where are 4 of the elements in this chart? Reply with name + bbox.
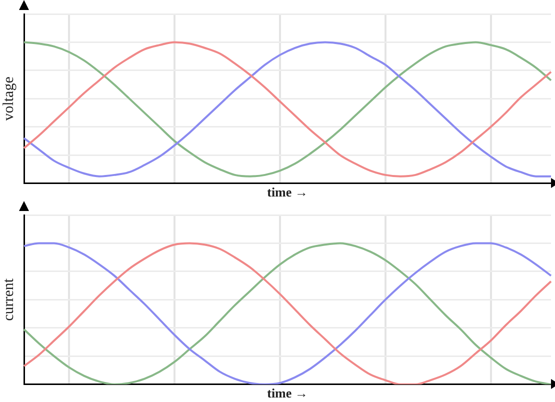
x-axis-title: time → [267, 386, 308, 401]
y-axis-title: voltage [0, 76, 17, 121]
x-axis-title: time → [267, 184, 308, 200]
y-axis-title: current [0, 278, 17, 321]
